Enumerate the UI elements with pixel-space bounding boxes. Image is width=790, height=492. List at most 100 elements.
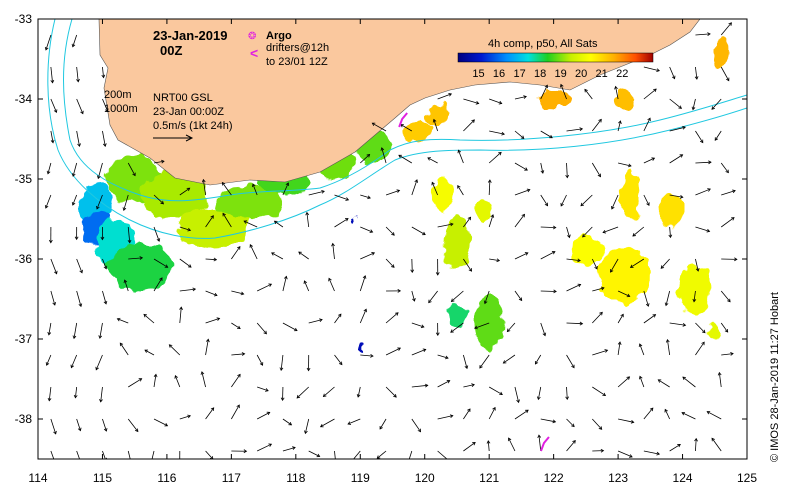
current-arrow xyxy=(503,354,516,364)
current-arrow-head xyxy=(103,428,108,432)
current-arrow xyxy=(566,162,568,178)
current-arrow xyxy=(463,384,475,388)
current-arrow-head xyxy=(518,297,523,302)
current-arrow xyxy=(231,246,241,260)
colorbar-label: 18 xyxy=(534,68,546,80)
plot-frame xyxy=(37,18,748,460)
current-arrow-head xyxy=(692,298,697,303)
sst-patch xyxy=(108,243,174,291)
current-arrow-head xyxy=(521,213,525,218)
current-arrow-head xyxy=(507,437,512,442)
current-arrow xyxy=(643,66,660,72)
current-arrow-head xyxy=(682,376,686,381)
current-arrow-head xyxy=(559,83,564,88)
current-arrow xyxy=(639,376,645,388)
current-arrow-head xyxy=(130,462,133,465)
current-arrow xyxy=(463,442,476,452)
current-arrow xyxy=(411,418,421,432)
current-arrow xyxy=(592,386,606,396)
current-arrow-head xyxy=(306,367,311,372)
current-arrow-head xyxy=(280,397,285,402)
current-arrow-head xyxy=(614,85,618,90)
current-arrow xyxy=(514,214,525,228)
x-axis: 114 115 116 117 118 119 120 121 122 123 124 125 xyxy=(28,19,757,485)
current-arrow xyxy=(221,182,232,196)
current-arrow-head xyxy=(322,393,327,398)
current-arrow-head xyxy=(714,137,719,141)
current-arrow xyxy=(431,182,438,196)
current-arrow-head xyxy=(344,218,349,222)
current-arrow-head xyxy=(707,32,711,36)
current-arrow xyxy=(328,278,335,292)
current-arrow-head xyxy=(221,181,226,186)
current-arrow-head xyxy=(632,233,636,237)
y-tick-label: -35 xyxy=(15,172,33,186)
current-arrow xyxy=(566,354,575,368)
current-arrow xyxy=(615,86,619,100)
current-arrow xyxy=(308,190,325,196)
current-arrow-head xyxy=(237,325,241,330)
x-tick-label: 117 xyxy=(222,471,241,485)
current-arrow xyxy=(617,314,624,324)
current-arrow-head xyxy=(273,220,278,225)
current-arrow xyxy=(682,376,696,388)
current-arrow-head xyxy=(656,68,660,72)
current-arrow-head xyxy=(345,197,350,201)
current-arrow-head xyxy=(664,408,668,413)
current-arrow-head xyxy=(471,383,475,387)
current-arrow xyxy=(359,275,366,292)
current-arrow-head xyxy=(45,362,50,366)
current-arrow-head xyxy=(164,423,169,427)
current-arrow xyxy=(179,258,192,268)
current-arrow xyxy=(463,98,479,104)
current-arrow-head xyxy=(103,265,108,270)
current-arrow xyxy=(408,450,413,459)
current-arrow-head xyxy=(116,317,121,322)
current-arrow xyxy=(102,450,106,459)
sst-patch xyxy=(708,323,722,339)
current-arrow xyxy=(102,130,106,147)
current-arrow xyxy=(695,33,711,36)
current-arrow xyxy=(231,353,245,356)
current-arrow-head xyxy=(144,349,149,353)
current-arrow-head xyxy=(268,283,273,287)
current-arrow xyxy=(153,258,168,268)
current-arrow-head xyxy=(502,360,507,364)
colorbar-label: 17 xyxy=(513,68,525,80)
current-arrow xyxy=(667,339,671,356)
sst-patch xyxy=(426,103,450,127)
colorbar-label: 21 xyxy=(596,68,608,80)
current-arrow-head xyxy=(552,225,557,230)
current-arrow xyxy=(643,314,656,324)
current-arrow-head xyxy=(187,414,191,419)
current-arrow-head xyxy=(629,454,633,458)
current-arrow-head xyxy=(707,188,711,192)
current-arrow-head xyxy=(334,464,337,467)
current-arrow-head xyxy=(571,364,575,369)
current-arrow-head xyxy=(638,375,643,380)
current-arrow-head xyxy=(536,396,541,401)
current-arrow-head xyxy=(579,127,584,132)
current-arrow xyxy=(334,313,342,324)
x-tick-label: 122 xyxy=(544,471,564,485)
current-arrow-head xyxy=(210,215,214,219)
current-arrow xyxy=(566,226,570,238)
current-arrow xyxy=(205,339,209,356)
current-arrow-head xyxy=(699,139,704,144)
current-arrow xyxy=(540,226,556,229)
current-arrow xyxy=(489,130,505,135)
sst-patch xyxy=(79,183,113,223)
current-arrow xyxy=(50,66,53,83)
sst-patch xyxy=(358,343,363,351)
current-arrow-head xyxy=(679,194,684,199)
current-arrow xyxy=(540,251,556,260)
current-arrow xyxy=(610,258,619,273)
current-arrow-head xyxy=(78,303,83,308)
current-arrow xyxy=(643,407,654,420)
current-arrow xyxy=(46,354,52,366)
current-arrow xyxy=(611,194,619,210)
current-arrow-head xyxy=(76,78,80,83)
current-arrow xyxy=(693,290,696,302)
current-arrow-head xyxy=(498,151,502,156)
current-arrow xyxy=(99,322,103,339)
